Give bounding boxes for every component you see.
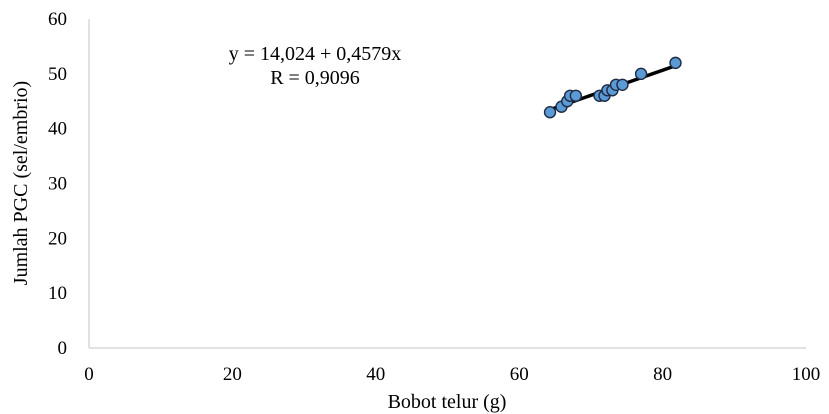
- y-tick-label: 20: [48, 228, 67, 249]
- r-value-annotation: R = 0,9096: [270, 67, 360, 89]
- y-tick-labels: 0 10 20 30 40 50 60: [48, 9, 67, 359]
- x-tick-labels: 0 20 40 60 80 100: [84, 364, 820, 385]
- x-tick-label: 60: [510, 364, 529, 385]
- data-points: [543, 56, 682, 119]
- x-tick-label: 0: [84, 364, 94, 385]
- data-point: [616, 78, 629, 92]
- equation-annotation: y = 14,024 + 0,4579x: [229, 43, 402, 65]
- data-point: [669, 56, 682, 70]
- y-axis-label: Jumlah PGC (sel/embrio): [10, 81, 32, 285]
- x-axis-label: Bobot telur (g): [388, 391, 507, 413]
- axes: [88, 19, 806, 349]
- x-tick-label: 20: [223, 364, 242, 385]
- y-tick-label: 10: [48, 283, 67, 304]
- y-tick-label: 60: [48, 9, 67, 30]
- data-point: [543, 106, 557, 119]
- y-tick-label: 30: [48, 174, 67, 195]
- data-point: [569, 89, 583, 102]
- x-tick-label: 40: [366, 364, 385, 385]
- y-tick-label: 0: [58, 338, 68, 359]
- x-tick-label: 80: [653, 364, 672, 385]
- y-tick-label: 50: [48, 64, 67, 85]
- data-point: [634, 67, 648, 81]
- x-tick-label: 100: [792, 364, 821, 385]
- y-tick-label: 40: [48, 119, 67, 140]
